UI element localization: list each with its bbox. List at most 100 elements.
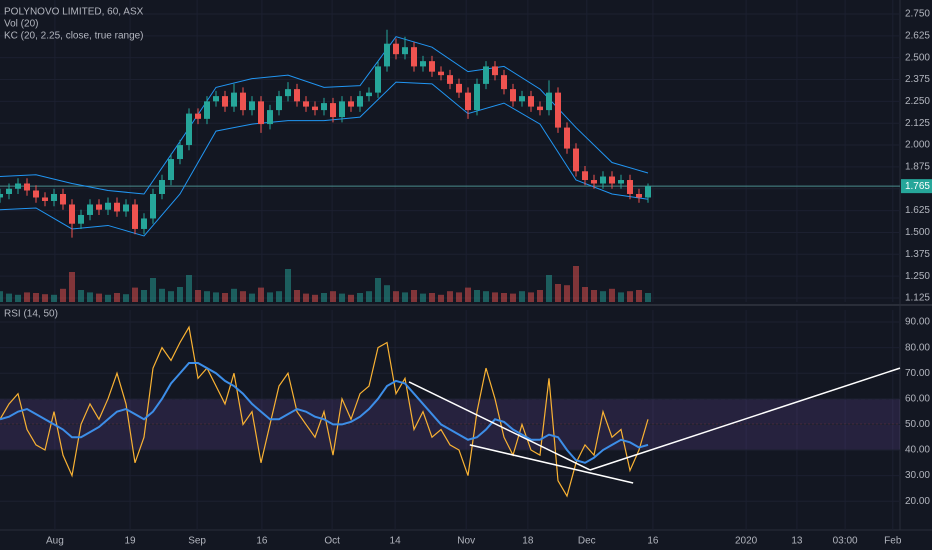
volume-bar bbox=[78, 290, 84, 302]
candle-body bbox=[258, 101, 264, 125]
x-tick-label: 16 bbox=[647, 536, 659, 547]
y-tick-label: 70.00 bbox=[905, 368, 930, 379]
volume-bar bbox=[645, 293, 651, 302]
volume-bar bbox=[132, 287, 138, 302]
volume-bar bbox=[402, 292, 408, 302]
volume-bar bbox=[285, 269, 291, 302]
chart-title: POLYNOVO LIMITED, 60, ASX bbox=[4, 7, 144, 18]
candle-body bbox=[384, 43, 390, 67]
trendline bbox=[589, 367, 901, 471]
candle-body bbox=[159, 180, 165, 194]
volume-bar bbox=[0, 291, 3, 302]
volume-bar bbox=[267, 292, 273, 302]
volume-bar bbox=[582, 287, 588, 302]
candle-body bbox=[609, 176, 615, 184]
x-tick-label: Aug bbox=[46, 536, 64, 547]
y-tick-label: 20.00 bbox=[905, 496, 930, 507]
volume-bar bbox=[537, 290, 543, 302]
candle-body bbox=[438, 71, 444, 76]
volume-bar bbox=[600, 291, 606, 302]
volume-bar bbox=[483, 291, 489, 302]
volume-bar bbox=[546, 275, 552, 302]
candle-body bbox=[60, 193, 66, 205]
kc-band bbox=[0, 36, 649, 195]
candle-body bbox=[411, 47, 417, 67]
candle-body bbox=[249, 101, 255, 111]
volume-bar bbox=[222, 293, 228, 302]
volume-bar bbox=[627, 291, 633, 302]
volume-bar bbox=[15, 294, 21, 302]
y-tick-label: 2.000 bbox=[905, 140, 930, 151]
volume-bar bbox=[420, 293, 426, 302]
last-price-box bbox=[901, 179, 932, 194]
volume-bar bbox=[519, 291, 525, 302]
candle-body bbox=[627, 180, 633, 194]
volume-bar bbox=[258, 287, 264, 302]
candle-body bbox=[573, 148, 579, 172]
volume-bar bbox=[411, 290, 417, 302]
volume-bar bbox=[555, 284, 561, 302]
volume-bar bbox=[276, 291, 282, 302]
volume-bar bbox=[294, 290, 300, 302]
y-tick-label: 2.125 bbox=[905, 118, 930, 129]
y-tick-label: 90.00 bbox=[905, 317, 930, 328]
candle-body bbox=[474, 83, 480, 111]
x-tick-label: Oct bbox=[324, 536, 340, 547]
candle-body bbox=[429, 61, 435, 72]
volume-bar bbox=[177, 287, 183, 302]
volume-bar bbox=[501, 293, 507, 302]
candle-body bbox=[150, 193, 156, 219]
candle-body bbox=[528, 96, 534, 107]
volume-bar bbox=[438, 294, 444, 302]
kc-band bbox=[0, 81, 649, 237]
candle-body bbox=[510, 89, 516, 102]
candle-body bbox=[186, 113, 192, 146]
candle-body bbox=[555, 92, 561, 128]
candle-body bbox=[168, 159, 174, 181]
candle-body bbox=[0, 193, 3, 198]
volume-bar bbox=[384, 285, 390, 302]
candle-body bbox=[501, 75, 507, 90]
y-tick-label: 1.250 bbox=[905, 271, 930, 282]
trendline bbox=[408, 381, 591, 471]
candle-body bbox=[546, 92, 552, 111]
candle-body bbox=[456, 83, 462, 93]
volume-bar bbox=[429, 293, 435, 302]
x-tick-label: Feb bbox=[884, 536, 902, 547]
candle-body bbox=[204, 101, 210, 119]
candle-body bbox=[87, 204, 93, 215]
x-tick-label: Sep bbox=[188, 536, 206, 547]
indicator-title: RSI (14, 50) bbox=[4, 309, 58, 320]
x-tick-label: 18 bbox=[522, 536, 534, 547]
y-tick-label: 1.875 bbox=[905, 162, 930, 173]
volume-bar bbox=[213, 292, 219, 302]
candle-body bbox=[636, 193, 642, 198]
candle-body bbox=[222, 96, 228, 107]
rsi-line bbox=[0, 325, 649, 498]
candle-body bbox=[42, 197, 48, 201]
candle-body bbox=[375, 66, 381, 93]
volume-bar bbox=[447, 291, 453, 302]
candle-body bbox=[33, 190, 39, 198]
candle-body bbox=[195, 113, 201, 119]
y-tick-label: 1.125 bbox=[905, 293, 930, 304]
candle-body bbox=[447, 75, 453, 84]
x-tick-label: 13 bbox=[791, 536, 803, 547]
volume-bar bbox=[105, 294, 111, 302]
rsi-line bbox=[0, 361, 649, 464]
volume-bar bbox=[474, 290, 480, 302]
volume-bar bbox=[114, 293, 120, 302]
volume-bar bbox=[87, 292, 93, 302]
volume-bar bbox=[339, 293, 345, 302]
y-tick-label: 1.375 bbox=[905, 249, 930, 260]
candle-body bbox=[366, 92, 372, 97]
candle-body bbox=[78, 214, 84, 224]
x-tick-label: 19 bbox=[124, 536, 136, 547]
y-tick-label: 50.00 bbox=[905, 419, 930, 430]
last-price-label: 1.765 bbox=[905, 181, 930, 192]
volume-bar bbox=[249, 293, 255, 302]
candle-body bbox=[600, 176, 606, 184]
volume-bar bbox=[564, 285, 570, 302]
candle-body bbox=[285, 89, 291, 97]
